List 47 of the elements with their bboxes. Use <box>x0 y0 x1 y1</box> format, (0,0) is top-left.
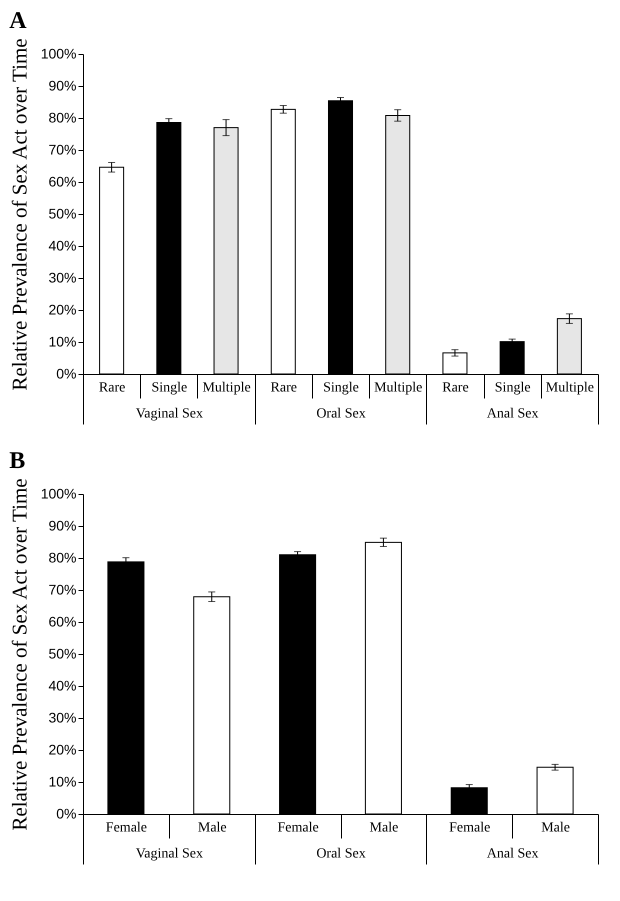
x-tick-label: Rare <box>270 380 297 396</box>
text: Anal Sex <box>486 846 539 862</box>
y-tick-label: 80% <box>48 110 76 126</box>
x-tick-label: Female <box>277 820 319 836</box>
x-tick-label: Single <box>151 380 188 396</box>
y-tick-label: 100% <box>40 46 76 62</box>
text: Vaginal Sex <box>136 406 203 422</box>
x-tick-label: Rare <box>442 380 469 396</box>
x-tick-label: Multiple <box>546 380 594 396</box>
y-tick-label: 90% <box>48 78 76 94</box>
chart-title: B <box>9 448 26 474</box>
y-tick-label: 90% <box>48 518 76 534</box>
x-tick-label: Multiple <box>374 380 422 396</box>
x-tick-label: Female <box>106 820 148 836</box>
chart-title: A <box>9 8 28 34</box>
y-tick-label: 0% <box>56 806 76 822</box>
y-tick-label: 40% <box>48 678 76 694</box>
x-tick-label: Female <box>449 820 490 836</box>
y-tick-label: 60% <box>48 614 76 630</box>
x-tick-label: Male <box>541 820 570 836</box>
y-tick-label: 70% <box>48 582 76 598</box>
x-tick-label: Rare <box>98 380 126 396</box>
text: Anal Sex <box>486 406 539 422</box>
y-tick-label: 70% <box>48 142 76 158</box>
y-axis-title: Relative Prevalence of Sex Act over Time <box>8 38 32 391</box>
y-tick-label: 30% <box>48 270 76 286</box>
y-tick-label: 10% <box>48 334 76 350</box>
y-tick-label: 80% <box>48 550 76 566</box>
x-tick-label: Male <box>370 820 398 836</box>
y-tick-label: 10% <box>48 774 76 790</box>
y-tick-label: 0% <box>56 366 76 382</box>
text: Oral Sex <box>316 406 366 422</box>
y-tick-label: 60% <box>48 174 76 190</box>
y-tick-label: 100% <box>40 486 76 502</box>
y-tick-label: 20% <box>48 302 76 318</box>
y-tick-label: 50% <box>48 206 76 222</box>
y-tick-label: 30% <box>48 710 76 726</box>
text: Vaginal Sex <box>136 846 203 862</box>
y-tick-label: 50% <box>48 646 76 662</box>
x-tick-label: Single <box>494 380 531 396</box>
x-tick-label: Single <box>323 380 359 396</box>
y-tick-label: 20% <box>48 742 76 758</box>
y-axis-title: Relative Prevalence of Sex Act over Time <box>8 478 32 831</box>
y-tick-label: 40% <box>48 238 76 254</box>
x-tick-label: Male <box>198 820 227 836</box>
x-tick-label: Multiple <box>202 380 251 396</box>
text: Oral Sex <box>316 846 366 862</box>
